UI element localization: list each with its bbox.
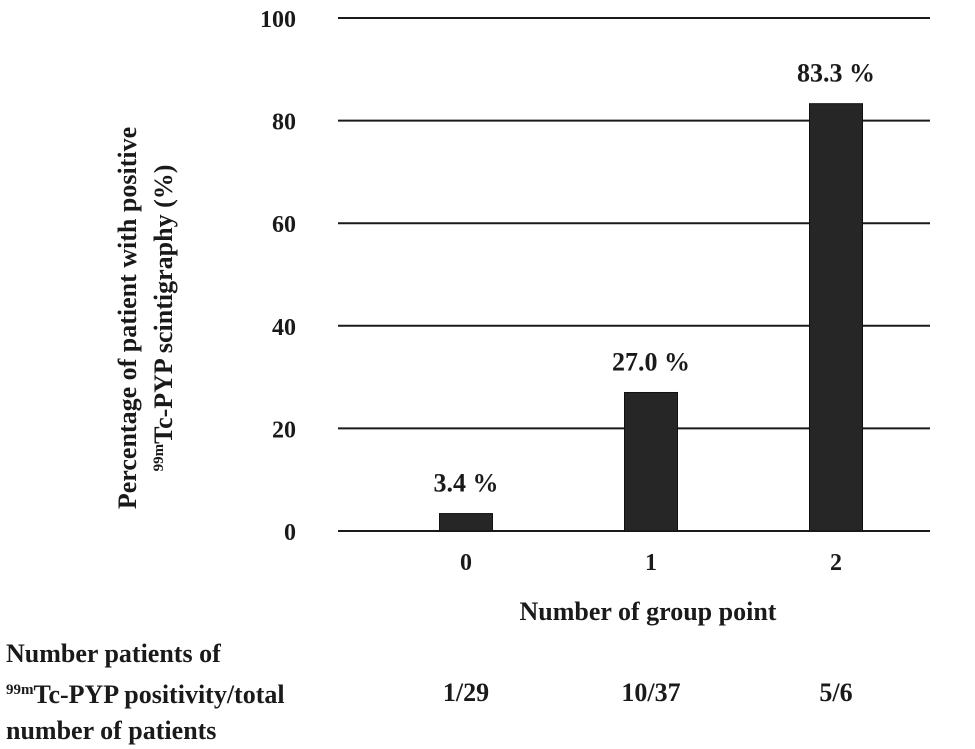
patient-count-header-superscript: 99m: [6, 682, 34, 698]
patient-count-header: Number patients of 99mTc-PYP positivity/…: [6, 636, 346, 749]
y-tick-label: 60: [272, 212, 296, 238]
data-label: 27.0 %: [612, 347, 690, 376]
patient-count-group-2: 5/6: [819, 678, 853, 707]
x-axis-ticks: 0 1 2: [460, 550, 842, 576]
patient-count-group-0: 1/29: [442, 678, 490, 707]
bar: [809, 103, 863, 532]
x-axis-label: Number of group point: [520, 597, 777, 626]
patient-count-header-line2-text: Tc-PYP positivity/total: [33, 680, 285, 709]
y-axis-label-line2: 99mTc-PYP scintigraphy (%): [149, 165, 178, 472]
y-tick-label: 80: [272, 110, 296, 136]
data-labels: 3.4 % 27.0 % 83.3 %: [434, 59, 876, 498]
y-tick-label: 100: [260, 7, 296, 33]
bar-chart: 0 20 40 60 80 100 3.4 % 27.0 % 83.3 % 0 1 2 Numbe…: [113, 7, 930, 626]
y-tick-label: 40: [272, 315, 296, 341]
data-label: 83.3 %: [797, 59, 875, 88]
y-axis-label-line1: Percentage of patient with positive: [113, 127, 142, 509]
bar: [624, 391, 678, 532]
y-tick-label: 20: [272, 417, 296, 443]
y-axis-label: Percentage of patient with positive 99mT…: [113, 127, 178, 509]
x-tick-label: 1: [645, 550, 657, 576]
data-label: 3.4 %: [434, 469, 499, 498]
y-axis-label-superscript: 99m: [151, 443, 167, 471]
bars: [439, 103, 863, 532]
patient-count-header-line3: number of patients: [6, 716, 217, 745]
patient-count-group-1: 10/37: [621, 678, 681, 707]
x-tick-label: 2: [830, 550, 842, 576]
patient-count-header-line1: Number patients of: [6, 639, 221, 668]
x-tick-label: 0: [460, 550, 472, 576]
patient-count-header-line2: 99mTc-PYP positivity/total: [6, 672, 346, 713]
bar: [439, 513, 493, 532]
y-axis-ticks: 0 20 40 60 80 100: [260, 7, 296, 546]
y-axis-label-line2-text: Tc-PYP scintigraphy (%): [149, 165, 178, 444]
y-tick-label: 0: [284, 520, 296, 546]
